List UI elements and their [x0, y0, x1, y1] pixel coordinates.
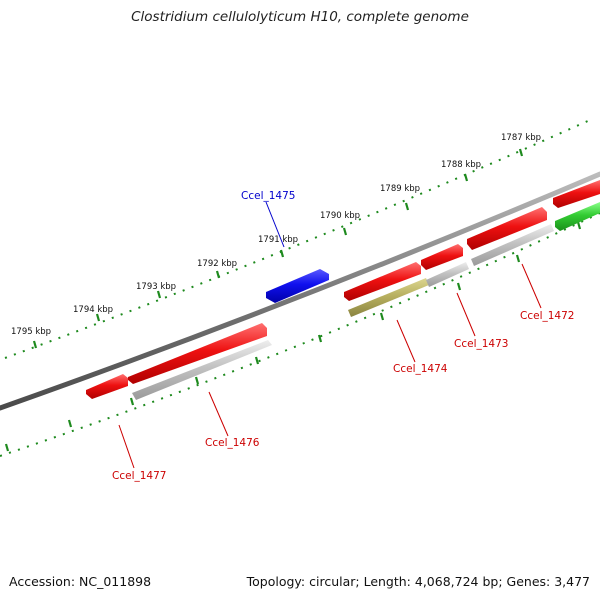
kbp-tick-1794	[95, 313, 101, 322]
kbp-tick-1789	[404, 202, 410, 211]
kbp-label-1789: 1789 kbp	[380, 184, 420, 194]
upper-tick-track	[4, 119, 591, 359]
kbp-tick-1791	[279, 249, 285, 258]
kbp-label-1790: 1790 kbp	[320, 211, 360, 221]
gene-ccel-1477-feature[interactable]	[86, 374, 128, 399]
kbp-label-1794: 1794 kbp	[73, 305, 113, 315]
gene-label-ccel-1477[interactable]: Ccel_1477	[112, 470, 166, 482]
label-leader-lines	[118, 201, 542, 469]
genome-backbone	[0, 171, 600, 411]
kbp-tick-1787	[518, 148, 524, 157]
kbp-tick-1795	[32, 340, 38, 349]
gene-green-feature[interactable]	[555, 202, 600, 231]
kbp-major-ticks	[32, 148, 524, 349]
accession-text: Accession: NC_011898	[9, 574, 152, 589]
kbp-label-1787: 1787 kbp	[501, 133, 541, 143]
gene-ccel-1473-feature[interactable]	[421, 244, 463, 270]
map-title: Clostridium cellulolyticum H10, complete…	[131, 9, 469, 25]
kbp-tick-1792	[215, 270, 221, 279]
kbp-tick-1793	[156, 290, 162, 299]
topology-text: Topology: circular; Length: 4,068,724 bp…	[246, 574, 590, 589]
kbp-label-1792: 1792 kbp	[197, 259, 237, 269]
gene-red-edge-feature[interactable]	[553, 180, 600, 208]
gene-label-ccel-1474[interactable]: Ccel_1474	[393, 363, 448, 375]
gene-label-ccel-1475[interactable]: Ccel_1475	[241, 190, 295, 202]
gene-label-ccel-1473[interactable]: Ccel_1473	[454, 338, 508, 350]
kbp-labels: 1787 kbp 1788 kbp 1789 kbp 1790 kbp 1791…	[11, 133, 541, 337]
kbp-tick-1788	[463, 173, 469, 182]
kbp-tick-1790	[342, 227, 348, 236]
kbp-label-1791: 1791 kbp	[258, 235, 298, 245]
product-bar-1474	[348, 278, 429, 317]
kbp-label-1795: 1795 kbp	[11, 327, 51, 337]
product-bar-1476	[132, 340, 272, 400]
gene-label-ccel-1472[interactable]: Ccel_1472	[520, 310, 574, 322]
gene-ccel-1474-feature[interactable]	[344, 262, 421, 301]
kbp-label-1793: 1793 kbp	[136, 282, 176, 292]
kbp-lower-ticks	[4, 221, 582, 452]
gene-label-ccel-1476[interactable]: Ccel_1476	[205, 437, 260, 449]
product-bar-1473	[426, 262, 469, 287]
gene-ccel-1475-feature[interactable]	[266, 269, 329, 303]
gene-ccel-1472-feature[interactable]	[467, 207, 547, 250]
kbp-label-1788: 1788 kbp	[441, 160, 481, 170]
gene-ccel-1476-feature[interactable]	[128, 323, 267, 384]
product-bar-1472	[471, 224, 554, 266]
